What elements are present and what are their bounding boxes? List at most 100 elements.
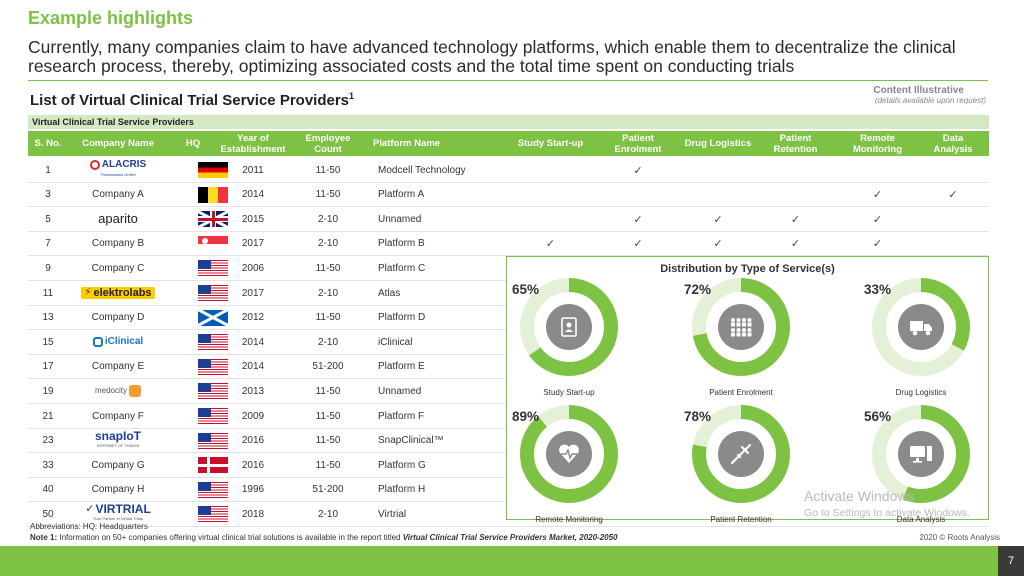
computer-icon <box>910 446 932 463</box>
col-sno: S. No. <box>34 138 62 149</box>
employee-count: 2-10 <box>317 287 338 299</box>
table-row: 3 Company A 2014 11-50 Platform A ✓ ✓ <box>28 183 989 208</box>
company-name-text: medocity <box>94 386 127 396</box>
company-tagline: Your Partner in Virtual Trials <box>93 516 143 522</box>
page-number: 7 <box>998 546 1024 576</box>
company-name-text: Company F <box>92 410 144 422</box>
chart-title: Distribution by Type of Service(s) <box>660 263 835 275</box>
check-mark: ✓ <box>790 238 801 251</box>
alacris-logo: ALACRIS <box>89 160 146 170</box>
hq-flag-us <box>198 481 228 498</box>
donut-center <box>718 304 764 350</box>
employee-count: 51-200 <box>312 361 344 373</box>
check-mark: ✓ <box>633 238 643 251</box>
check-mark: ✓ <box>948 189 958 202</box>
donut-percentage: 72% <box>684 282 712 297</box>
platform-name: Platform A <box>378 189 425 201</box>
details-available-note: (details available upon request) <box>874 96 986 105</box>
hq-flag-us <box>198 383 228 400</box>
company-name-text: Company C <box>91 262 145 274</box>
platform-name: Platform B <box>378 238 425 250</box>
copyright: 2020 © Roots Analysis <box>919 533 1000 542</box>
hq-flag-sc <box>198 309 228 326</box>
check-mark: ✓ <box>713 213 723 226</box>
footer-bar <box>0 546 998 576</box>
platform-name: iClinical <box>378 336 413 348</box>
platform-name: Platform H <box>378 484 426 496</box>
donut-study-start-up <box>520 278 618 376</box>
elektrolabs-logo: ⚡ elektrolabs <box>81 287 155 299</box>
company-name-text: Company E <box>91 361 145 373</box>
col-enrolment: Patient Enrolment <box>614 132 662 155</box>
donut-percentage: 89% <box>512 409 540 424</box>
lightning-icon: ⚡ <box>84 287 92 298</box>
year-established: 2017 <box>241 238 265 250</box>
platform-name: Unnamed <box>378 385 422 397</box>
employee-count: 11-50 <box>315 164 341 176</box>
check-mark: ✓ <box>872 189 883 202</box>
serial-number: 21 <box>42 410 54 422</box>
donut-value-arc <box>872 278 970 376</box>
check-mark: ✓ <box>872 238 883 251</box>
donut-label: Data Analysis <box>896 515 946 524</box>
check-mark: ✓ <box>633 213 643 226</box>
iclinical-logo: iClinical <box>92 336 144 348</box>
year-established: 2013 <box>241 385 265 397</box>
platform-name: Virtrial <box>378 508 407 520</box>
col-company: Company Name <box>82 138 154 149</box>
table-row: 1 ALACRIS Theranostics GmbH 2011 11-50 Modcel… <box>28 158 989 183</box>
platform-name: Modcell Technology <box>378 164 466 176</box>
check-mark: ✓ <box>545 238 556 251</box>
company-name-text: Company G <box>91 459 145 471</box>
company-name: ⚡ elektrolabs <box>68 281 168 305</box>
donut-drug-logistics <box>872 278 970 376</box>
employee-count: 2-10 <box>317 336 338 348</box>
donut-label: Study Start-up <box>543 388 595 397</box>
footnote: Note 1: Information on 50+ companies off… <box>30 533 618 542</box>
employee-count: 11-50 <box>315 312 341 324</box>
company-logo: ⚡ elektrolabs <box>81 287 155 299</box>
table-row: 50 ✓ VIRTRIAL Your Partner in Virtual Trial… <box>28 502 989 527</box>
donut-label: Patient Enrolment <box>709 388 773 397</box>
company-tagline: INTERNET OF THINGS <box>96 442 140 448</box>
hq-flag-us <box>198 358 228 375</box>
employee-count: 2-10 <box>317 238 338 250</box>
company-name: Company C <box>68 256 168 280</box>
check-mark: ✓ <box>633 164 643 177</box>
serial-number: 50 <box>42 508 54 520</box>
serial-number: 19 <box>42 385 54 397</box>
hq-flag-us <box>198 432 228 449</box>
company-name: Company G <box>68 453 168 477</box>
employee-count: 11-50 <box>315 189 341 201</box>
year-established: 2014 <box>241 336 265 348</box>
content-illustrative-label: Content Illustrative <box>873 85 964 96</box>
platform-name: Platform E <box>378 361 425 373</box>
hq-flag-us <box>198 408 228 424</box>
col-logistics: Drug Logistics <box>684 138 752 149</box>
company-name: Company B <box>68 232 168 256</box>
donut-value-arc <box>520 278 618 376</box>
hq-flag-sg <box>198 235 228 252</box>
employee-count: 11-50 <box>315 459 341 471</box>
year-established: 2011 <box>242 164 264 176</box>
company-name: Company E <box>68 355 168 379</box>
donut-percentage: 33% <box>864 282 892 297</box>
company-name-text: iClinical <box>104 336 144 348</box>
year-established: 2018 <box>241 508 265 520</box>
company-name-text: VIRTRIAL <box>95 502 151 517</box>
serial-number: 3 <box>45 189 51 201</box>
company-name-text: aparito <box>98 211 138 227</box>
check-mark: ✓ <box>713 238 723 251</box>
employee-count: 51-200 <box>312 484 344 496</box>
check-mark: ✓ <box>872 213 883 226</box>
platform-name: Platform G <box>378 459 426 471</box>
donut-patient-retention <box>692 405 790 503</box>
company-logo: medocity <box>94 385 141 398</box>
company-name-text: elektrolabs <box>93 287 152 299</box>
company-logo: iClinical <box>92 336 144 348</box>
col-year: Year of Establishment <box>220 132 286 155</box>
year-established: 2015 <box>241 213 265 225</box>
platform-name: Atlas <box>378 287 401 299</box>
platform-name: Platform F <box>378 410 425 422</box>
company-name: ALACRIS Theranostics GmbH <box>68 158 168 182</box>
